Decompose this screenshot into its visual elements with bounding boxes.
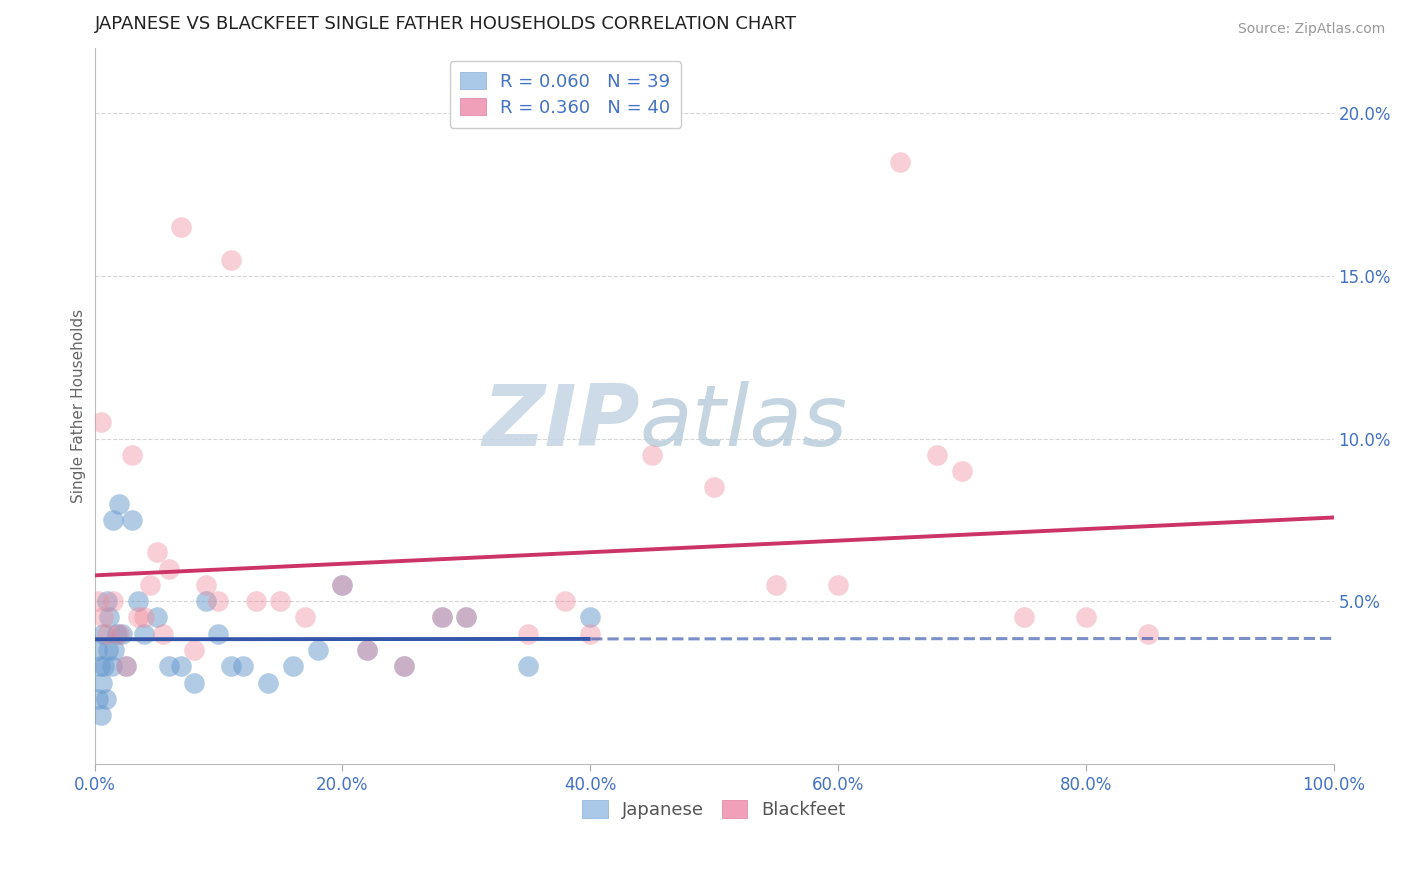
Point — [245, 594, 267, 608]
Point — [114, 659, 136, 673]
Point — [91, 626, 114, 640]
Point — [91, 610, 114, 624]
Point — [121, 513, 143, 527]
Point — [105, 626, 128, 640]
Point — [94, 691, 117, 706]
Point — [97, 643, 120, 657]
Point — [86, 643, 108, 657]
Point — [232, 659, 254, 673]
Point — [307, 643, 329, 657]
Point — [517, 626, 540, 640]
Point — [219, 252, 242, 267]
Y-axis label: Single Father Households: Single Father Households — [72, 309, 86, 503]
Point — [927, 448, 949, 462]
Point — [121, 448, 143, 462]
Point — [281, 659, 304, 673]
Point — [101, 513, 124, 527]
Point — [394, 659, 416, 673]
Point — [207, 594, 229, 608]
Point — [90, 708, 112, 723]
Point — [765, 578, 787, 592]
Point — [127, 610, 149, 624]
Point — [90, 416, 112, 430]
Point — [183, 643, 205, 657]
Point — [332, 578, 354, 592]
Point — [139, 578, 162, 592]
Point — [579, 626, 602, 640]
Point — [98, 610, 121, 624]
Point — [87, 594, 110, 608]
Point — [1136, 626, 1159, 640]
Point — [134, 626, 156, 640]
Text: JAPANESE VS BLACKFEET SINGLE FATHER HOUSEHOLDS CORRELATION CHART: JAPANESE VS BLACKFEET SINGLE FATHER HOUS… — [94, 15, 797, 33]
Point — [183, 675, 205, 690]
Point — [157, 659, 180, 673]
Point — [517, 659, 540, 673]
Point — [554, 594, 576, 608]
Point — [145, 545, 167, 559]
Point — [152, 626, 174, 640]
Point — [219, 659, 242, 673]
Point — [96, 594, 118, 608]
Point — [579, 610, 602, 624]
Point — [91, 675, 114, 690]
Point — [93, 659, 115, 673]
Point — [108, 626, 131, 640]
Point — [950, 464, 973, 478]
Point — [145, 610, 167, 624]
Point — [114, 659, 136, 673]
Point — [157, 562, 180, 576]
Point — [127, 594, 149, 608]
Point — [356, 643, 378, 657]
Point — [294, 610, 316, 624]
Point — [827, 578, 849, 592]
Point — [641, 448, 664, 462]
Point — [456, 610, 478, 624]
Point — [430, 610, 453, 624]
Point — [430, 610, 453, 624]
Point — [1074, 610, 1097, 624]
Point — [101, 659, 124, 673]
Point — [332, 578, 354, 592]
Point — [1012, 610, 1035, 624]
Point — [394, 659, 416, 673]
Point — [703, 480, 725, 494]
Point — [356, 643, 378, 657]
Legend: Japanese, Blackfeet: Japanese, Blackfeet — [575, 793, 853, 826]
Text: ZIP: ZIP — [482, 381, 640, 464]
Point — [456, 610, 478, 624]
Point — [889, 155, 911, 169]
Point — [257, 675, 280, 690]
Point — [195, 594, 218, 608]
Point — [111, 626, 134, 640]
Point — [96, 626, 118, 640]
Text: Source: ZipAtlas.com: Source: ZipAtlas.com — [1237, 22, 1385, 37]
Point — [89, 659, 111, 673]
Point — [134, 610, 156, 624]
Point — [269, 594, 291, 608]
Text: atlas: atlas — [640, 381, 848, 464]
Point — [207, 626, 229, 640]
Point — [87, 691, 110, 706]
Point — [170, 220, 193, 235]
Point — [103, 643, 125, 657]
Point — [101, 594, 124, 608]
Point — [170, 659, 193, 673]
Point — [108, 497, 131, 511]
Point — [195, 578, 218, 592]
